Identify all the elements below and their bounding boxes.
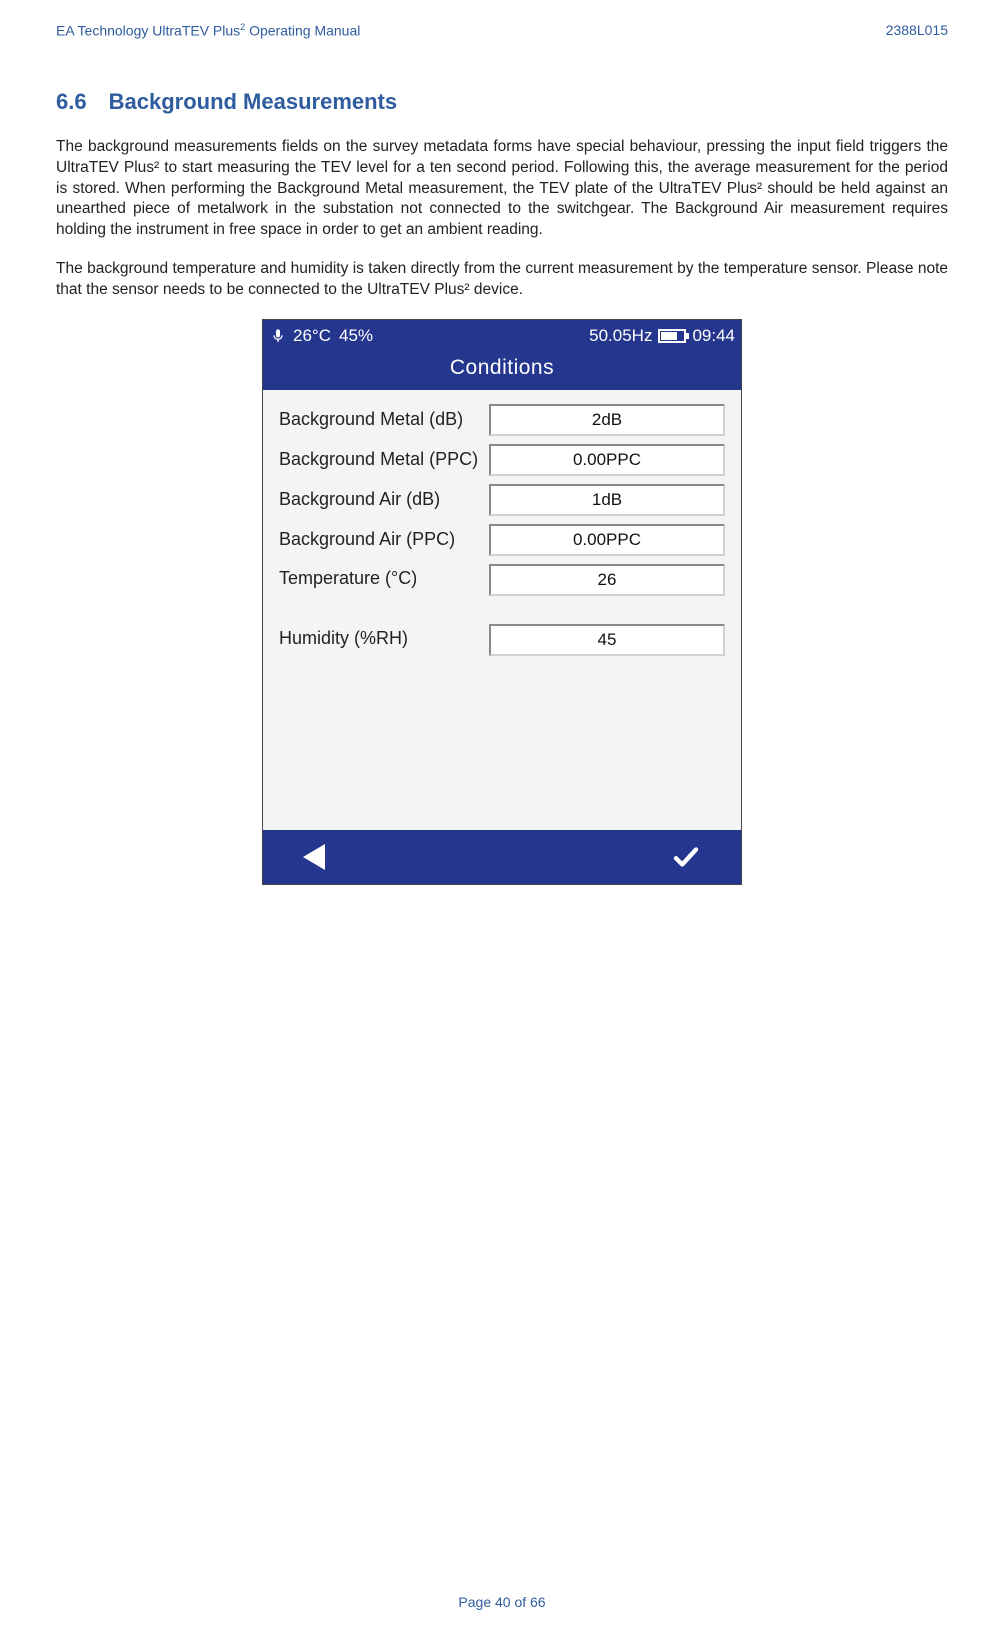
label-bg-air-ppc: Background Air (PPC) — [279, 529, 489, 551]
field-temperature[interactable]: 26 — [489, 564, 725, 596]
row-bg-metal-db: Background Metal (dB) 2dB — [279, 404, 725, 436]
page-header: EA Technology UltraTEV Plus2 Operating M… — [56, 22, 948, 39]
field-bg-air-ppc[interactable]: 0.00PPC — [489, 524, 725, 556]
mic-icon — [269, 327, 287, 345]
form-area: Background Metal (dB) 2dB Background Met… — [263, 390, 741, 830]
row-humidity: Humidity (%RH) 45 — [279, 624, 725, 676]
header-doc-id: 2388L015 — [886, 22, 948, 39]
device-screen: 26°C 45% 50.05Hz 09:44 Conditions Backgr… — [262, 319, 742, 885]
device-screenshot: 26°C 45% 50.05Hz 09:44 Conditions Backgr… — [56, 319, 948, 885]
row-bg-air-ppc: Background Air (PPC) 0.00PPC — [279, 524, 725, 556]
status-bar: 26°C 45% 50.05Hz 09:44 — [263, 320, 741, 352]
battery-icon — [658, 329, 686, 343]
label-bg-metal-db: Background Metal (dB) — [279, 409, 489, 431]
back-icon[interactable] — [303, 844, 325, 870]
label-bg-air-db: Background Air (dB) — [279, 489, 489, 511]
status-frequency: 50.05Hz — [589, 326, 652, 346]
field-bg-metal-ppc[interactable]: 0.00PPC — [489, 444, 725, 476]
page-footer: Page 40 of 66 — [0, 1594, 1004, 1610]
header-product: EA Technology UltraTEV Plus — [56, 23, 240, 39]
label-humidity: Humidity (%RH) — [279, 624, 489, 650]
field-humidity[interactable]: 45 — [489, 624, 725, 656]
paragraph-1: The background measurements fields on th… — [56, 137, 948, 242]
status-temp: 26°C — [293, 326, 331, 346]
row-temperature: Temperature (°C) 26 — [279, 564, 725, 616]
status-humidity: 45% — [339, 326, 373, 346]
header-doc-type: Operating Manual — [245, 23, 360, 39]
bottom-bar — [263, 830, 741, 884]
paragraph-2: The background temperature and humidity … — [56, 259, 948, 301]
status-time: 09:44 — [692, 326, 735, 346]
section-heading: 6.6 Background Measurements — [56, 89, 948, 115]
screen-title: Conditions — [263, 352, 741, 390]
section-number: 6.6 — [56, 89, 87, 114]
confirm-icon[interactable] — [671, 842, 701, 872]
label-bg-metal-ppc: Background Metal (PPC) — [279, 449, 489, 471]
section-title: Background Measurements — [109, 89, 398, 114]
label-temperature: Temperature (°C) — [279, 564, 489, 590]
field-bg-metal-db[interactable]: 2dB — [489, 404, 725, 436]
row-bg-air-db: Background Air (dB) 1dB — [279, 484, 725, 516]
row-bg-metal-ppc: Background Metal (PPC) 0.00PPC — [279, 444, 725, 476]
header-left: EA Technology UltraTEV Plus2 Operating M… — [56, 22, 360, 39]
field-bg-air-db[interactable]: 1dB — [489, 484, 725, 516]
